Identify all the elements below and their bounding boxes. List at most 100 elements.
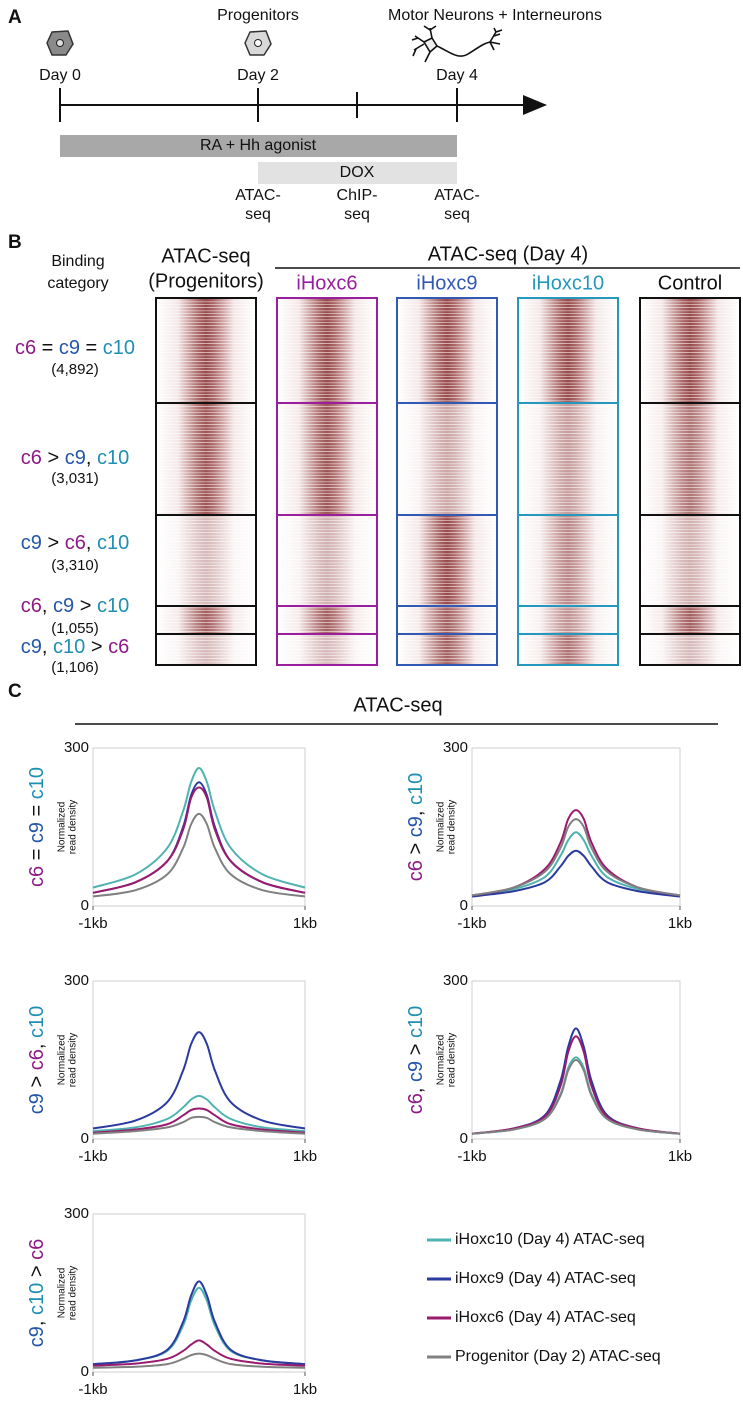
plot-area: [92, 1213, 306, 1373]
heatmap-texture: [156, 634, 256, 665]
category-part: >: [26, 1260, 48, 1283]
category-part: =: [36, 337, 59, 359]
category-part: c6: [26, 1049, 48, 1070]
column-header: iHoxc6: [296, 272, 357, 294]
category-label: c9 > c6, c10: [26, 1006, 48, 1114]
category-label: c9, c10 > c6: [26, 1239, 48, 1347]
column-header: ATAC-seq: [161, 245, 250, 267]
panel-title: ATAC-seq: [353, 694, 442, 716]
x-tick-label: 1kb: [293, 1381, 317, 1398]
category-part: c9: [59, 337, 80, 359]
line-chart: 0 300 -1kb 1kb Normalized read density: [57, 1205, 317, 1398]
category-label: c9 > c6, c10: [21, 532, 129, 554]
y-axis-label: Normalized: [436, 802, 447, 853]
y-tick-label: 0: [81, 1363, 89, 1380]
category-part: >: [42, 532, 65, 554]
y-tick-label: 0: [460, 1130, 468, 1147]
category-part: c9: [26, 822, 48, 843]
category-part: c9: [53, 595, 74, 617]
category-part: c9: [405, 1061, 427, 1082]
series-line: [92, 1031, 306, 1130]
y-tick-label: 300: [64, 739, 89, 756]
category-part: c10: [97, 447, 129, 469]
category-count: (3,031): [51, 470, 99, 487]
line-chart: 0 300 -1kb 1kb Normalized read density: [436, 739, 692, 932]
category-part: >: [405, 837, 427, 860]
assay-label: ATAC-: [235, 187, 281, 204]
heatmap-texture: [518, 606, 618, 634]
heatmap-texture: [397, 606, 497, 634]
category-part: =: [26, 843, 48, 866]
category-part: c6: [21, 595, 42, 617]
heatmap-texture: [277, 634, 377, 665]
heatmap-texture: [277, 606, 377, 634]
heatmap-texture: [397, 403, 497, 515]
category-part: c9: [26, 1326, 48, 1347]
heatmap-texture: [397, 298, 497, 403]
category-part: c10: [26, 767, 48, 799]
series-line: [92, 786, 306, 894]
heatmap: [396, 297, 498, 666]
category-part: c10: [26, 1283, 48, 1315]
series-line: [471, 818, 681, 897]
stage-label: Progenitors: [217, 7, 299, 24]
plot-area: [92, 980, 306, 1140]
category-part: c6: [108, 636, 129, 658]
category-part: ,: [26, 1315, 48, 1326]
treatment-label: DOX: [340, 164, 375, 181]
category-part: c6: [405, 860, 427, 881]
x-tick-label: -1kb: [78, 1148, 107, 1165]
category-part: c6: [21, 447, 42, 469]
heatmap-texture: [277, 403, 377, 515]
category-part: ,: [86, 447, 97, 469]
y-tick-label: 300: [64, 972, 89, 989]
x-tick-label: 1kb: [668, 915, 692, 932]
legend-label: iHoxc6 (Day 4) ATAC-seq: [455, 1309, 636, 1326]
y-tick-label: 0: [460, 897, 468, 914]
treatment-bar: [60, 135, 457, 157]
x-tick-label: 1kb: [668, 1148, 692, 1165]
line-chart: 0 300 -1kb 1kb Normalized read density: [436, 972, 692, 1165]
heatmap: [517, 297, 619, 666]
category-part: >: [26, 1070, 48, 1093]
panel-letter: B: [8, 232, 22, 253]
plot-area: [92, 747, 306, 907]
heatmap-texture: [640, 515, 740, 606]
category-part: ,: [26, 1038, 48, 1049]
category-part: c6: [405, 1093, 427, 1114]
treatment-bar: [258, 162, 457, 184]
series-line: [92, 812, 306, 898]
row-header: category: [47, 275, 108, 292]
stage-label: Motor Neurons + Interneurons: [388, 7, 602, 24]
series-line: [471, 849, 681, 898]
category-part: c10: [405, 1006, 427, 1038]
series-line: [92, 1094, 306, 1133]
y-axis-label: Normalized: [436, 1035, 447, 1086]
category-count: (4,892): [51, 361, 99, 378]
category-label: c6 = c9 = c10: [26, 767, 48, 887]
category-label: c6 > c9, c10: [21, 447, 129, 469]
x-tick-label: 1kb: [293, 915, 317, 932]
heatmap-frame: [276, 297, 378, 666]
heatmap-frame: [517, 297, 619, 666]
heatmap-texture: [640, 298, 740, 403]
y-axis-label: read density: [68, 800, 79, 854]
heatmap-texture: [518, 298, 618, 403]
x-tick-label: -1kb: [78, 1381, 107, 1398]
series-line: [92, 1115, 306, 1135]
assay-label: ATAC-: [434, 187, 480, 204]
category-label: c6 = c9 = c10: [15, 337, 135, 359]
heatmap-frame: [396, 297, 498, 666]
y-axis-label: read density: [68, 1266, 79, 1320]
series-line: [92, 1107, 306, 1134]
category-part: ,: [405, 805, 427, 816]
y-axis-label: Normalized: [57, 1035, 68, 1086]
series-line: [92, 1339, 306, 1367]
category-count: (1,055): [51, 620, 99, 637]
heatmap-texture: [640, 634, 740, 665]
category-part: c10: [103, 337, 135, 359]
heatmap-texture: [397, 634, 497, 665]
category-part: c10: [405, 773, 427, 805]
category-part: c6: [15, 337, 36, 359]
